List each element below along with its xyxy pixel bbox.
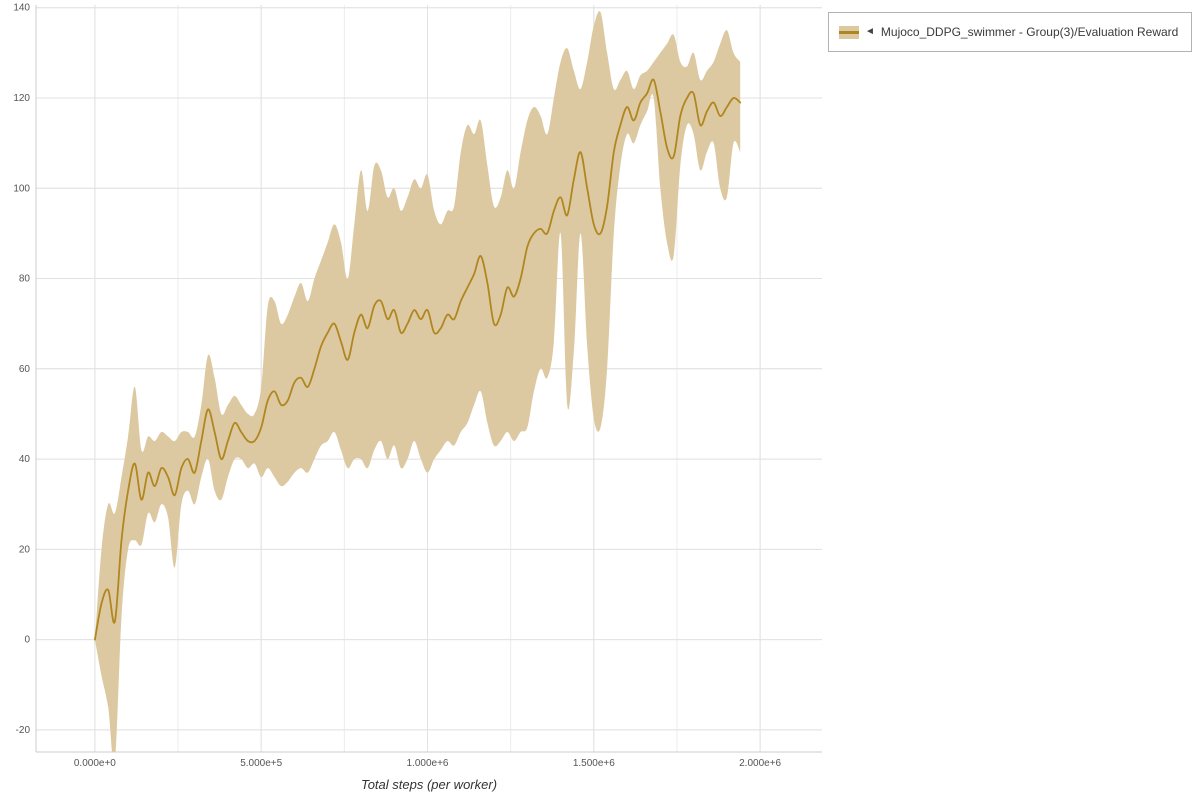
svg-text:20: 20 xyxy=(19,544,31,555)
mean-line xyxy=(94,78,742,641)
confidence-band xyxy=(94,11,741,752)
svg-text:60: 60 xyxy=(19,364,31,375)
svg-text:2.000e+6: 2.000e+6 xyxy=(739,758,781,769)
tick-labels: 0.000e+0 5.000e+5 1.000e+6 1.500e+6 2.000e+6… xyxy=(13,3,781,769)
svg-text:0: 0 xyxy=(24,635,30,646)
legend-box: ◄ Mujoco_DDPG_swimmer - Group(3)/Evaluat… xyxy=(828,12,1192,52)
svg-text:140: 140 xyxy=(13,3,30,14)
svg-text:80: 80 xyxy=(19,274,31,285)
svg-text:1.500e+6: 1.500e+6 xyxy=(573,758,615,769)
svg-text:-20: -20 xyxy=(16,725,31,736)
svg-text:1.000e+6: 1.000e+6 xyxy=(407,758,449,769)
series-swatch-line xyxy=(839,30,859,34)
reward-chart-svg[interactable]: 0.000e+0 5.000e+5 1.000e+6 1.500e+6 2.000e+6… xyxy=(0,0,830,774)
chart-panel: 0.000e+0 5.000e+5 1.000e+6 1.500e+6 2.000e+6… xyxy=(0,0,830,792)
x-axis-title: Total steps (per worker) xyxy=(360,777,498,792)
legend-entry[interactable]: ◄ Mujoco_DDPG_swimmer - Group(3)/Evaluat… xyxy=(839,25,1178,39)
series-color-swatch xyxy=(839,25,859,39)
legend-collapse-icon[interactable]: ◄ xyxy=(865,26,875,37)
svg-text:0.000e+0: 0.000e+0 xyxy=(74,758,116,769)
legend-series-label: Mujoco_DDPG_swimmer - Group(3)/Evaluatio… xyxy=(880,25,1179,39)
svg-text:100: 100 xyxy=(13,183,30,194)
svg-text:5.000e+5: 5.000e+5 xyxy=(240,758,282,769)
svg-text:40: 40 xyxy=(19,454,31,465)
svg-text:120: 120 xyxy=(13,93,30,104)
